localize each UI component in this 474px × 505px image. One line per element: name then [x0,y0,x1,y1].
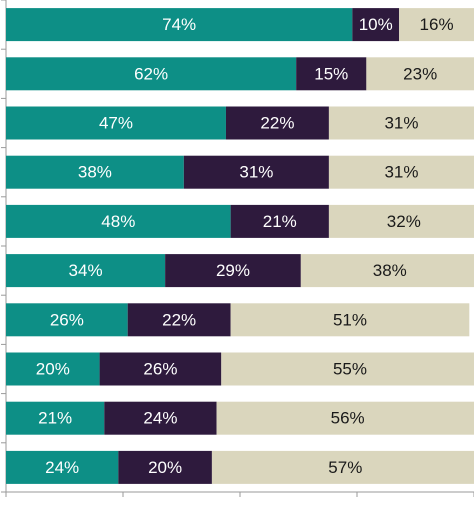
bar-segment [118,450,212,484]
bar-segment [6,450,119,484]
bar-segment [6,401,105,435]
data-label: 56% [331,409,365,428]
bar-segment [366,57,474,91]
bar-segment [216,401,474,435]
data-label: 23% [403,64,437,83]
data-label: 48% [101,212,135,231]
bar-segment [6,352,100,386]
data-label: 31% [239,163,273,182]
data-label: 20% [148,458,182,477]
bar-segment [230,303,470,337]
data-label: 24% [143,409,177,428]
data-label: 21% [263,212,297,231]
data-label: 26% [50,310,84,329]
bar-segment [399,8,474,42]
bar-segment [183,155,329,189]
bar-segment [6,254,166,288]
data-label: 29% [216,261,250,280]
bar-segment [296,57,367,91]
bar-segment [230,204,329,238]
bar-segment [165,254,301,288]
bar-segment [6,57,297,91]
data-label: 10% [359,15,393,34]
data-label: 57% [328,458,362,477]
bar-segment [328,106,474,140]
data-label: 32% [387,212,421,231]
data-label: 74% [162,15,196,34]
data-label: 38% [78,163,112,182]
data-label: 24% [45,458,79,477]
bar-segment [221,352,474,386]
data-label: 34% [69,261,103,280]
data-label: 20% [36,360,70,379]
data-label: 22% [260,114,294,133]
data-label: 62% [134,64,168,83]
bar-segment [328,155,474,189]
data-label: 16% [420,15,454,34]
data-labels: 74% 10% 16% 62% 15% 23% 47% 22% 31% 38% 31% 31% 48% 2… [36,15,454,477]
bar-segment [6,8,353,42]
data-label: 26% [143,360,177,379]
data-label: 21% [38,409,72,428]
bar-segment [328,204,474,238]
bar-segment [127,303,231,337]
bar-segment [211,450,474,484]
bar-segment [6,155,184,189]
bar-segment [6,106,226,140]
bar-segment [6,204,231,238]
bar-segment [300,254,474,288]
data-label: 55% [333,360,367,379]
bar-segment [225,106,329,140]
data-label: 31% [384,114,418,133]
data-label: 22% [162,310,196,329]
data-label: 51% [333,310,367,329]
bars [6,8,474,484]
data-label: 31% [384,163,418,182]
bar-segment [352,8,400,42]
data-label: 38% [373,261,407,280]
data-label: 47% [99,114,133,133]
bar-segment [104,401,217,435]
bar-segment [99,352,222,386]
data-label: 15% [314,64,348,83]
bar-segment [6,303,128,337]
